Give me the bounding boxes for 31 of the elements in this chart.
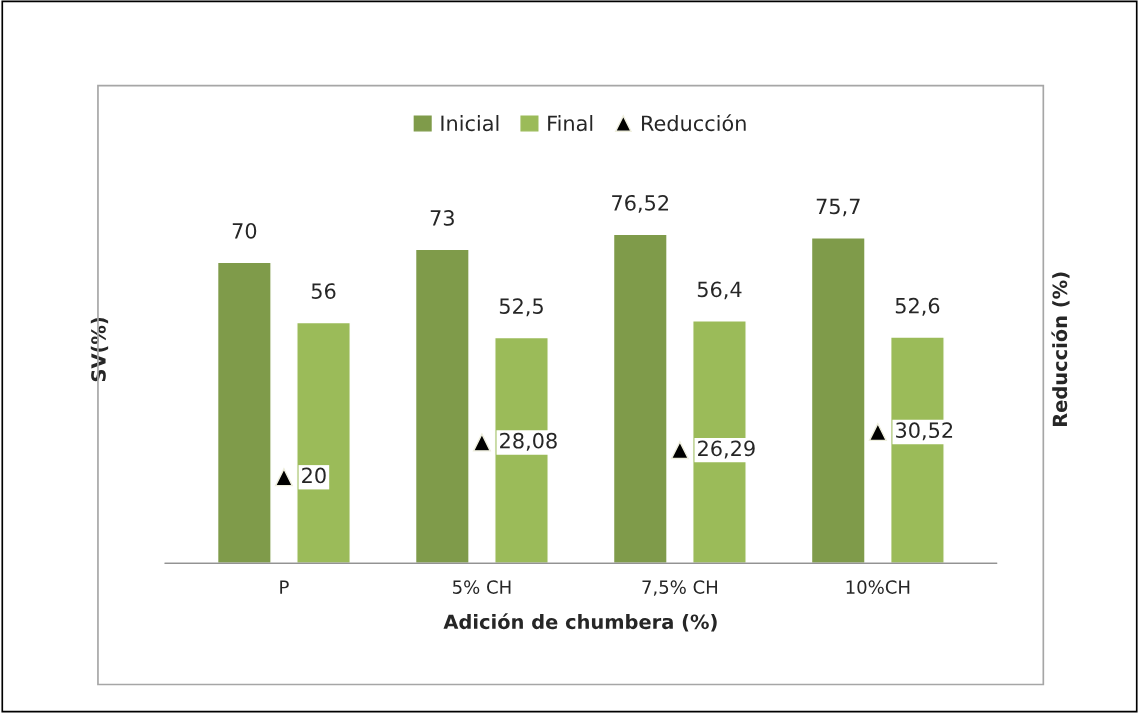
- legend-label: Final: [548, 115, 593, 132]
- y-axis-title: SV(%): [90, 317, 109, 382]
- legend-label: Reducción: [642, 114, 746, 132]
- y2-axis-title: Reducción (%): [1051, 272, 1070, 427]
- data-label: 56: [311, 283, 336, 299]
- point: [670, 441, 689, 460]
- x-tick-label: 10%CH: [846, 580, 910, 594]
- point: [274, 468, 293, 487]
- legend-label: Inicial: [441, 115, 499, 132]
- data-label: 20: [302, 467, 326, 484]
- data-label: 26,29: [698, 440, 755, 459]
- point: [868, 422, 887, 442]
- x-axis-title: Adición de chumbera (%): [443, 613, 717, 632]
- bar: [612, 233, 668, 564]
- point: [472, 433, 491, 452]
- bar: [296, 321, 351, 564]
- bar: [414, 248, 470, 564]
- data-label: 28,08: [500, 432, 557, 451]
- data-label: 30,52: [896, 422, 953, 441]
- data-label: 73: [430, 210, 454, 226]
- data-label: 52,6: [895, 297, 940, 316]
- data-label: 56,4: [697, 281, 742, 300]
- data-label: 75,7: [816, 198, 860, 217]
- data-label: 70: [232, 222, 257, 239]
- x-tick-label: 5% CH: [453, 580, 511, 594]
- data-label: 52,5: [499, 298, 543, 317]
- data-label: 76,52: [612, 194, 669, 213]
- x-tick-label: 7,5% CH: [642, 580, 717, 596]
- x-tick-label: P: [280, 580, 289, 594]
- bar: [216, 261, 272, 564]
- bar: [810, 237, 866, 564]
